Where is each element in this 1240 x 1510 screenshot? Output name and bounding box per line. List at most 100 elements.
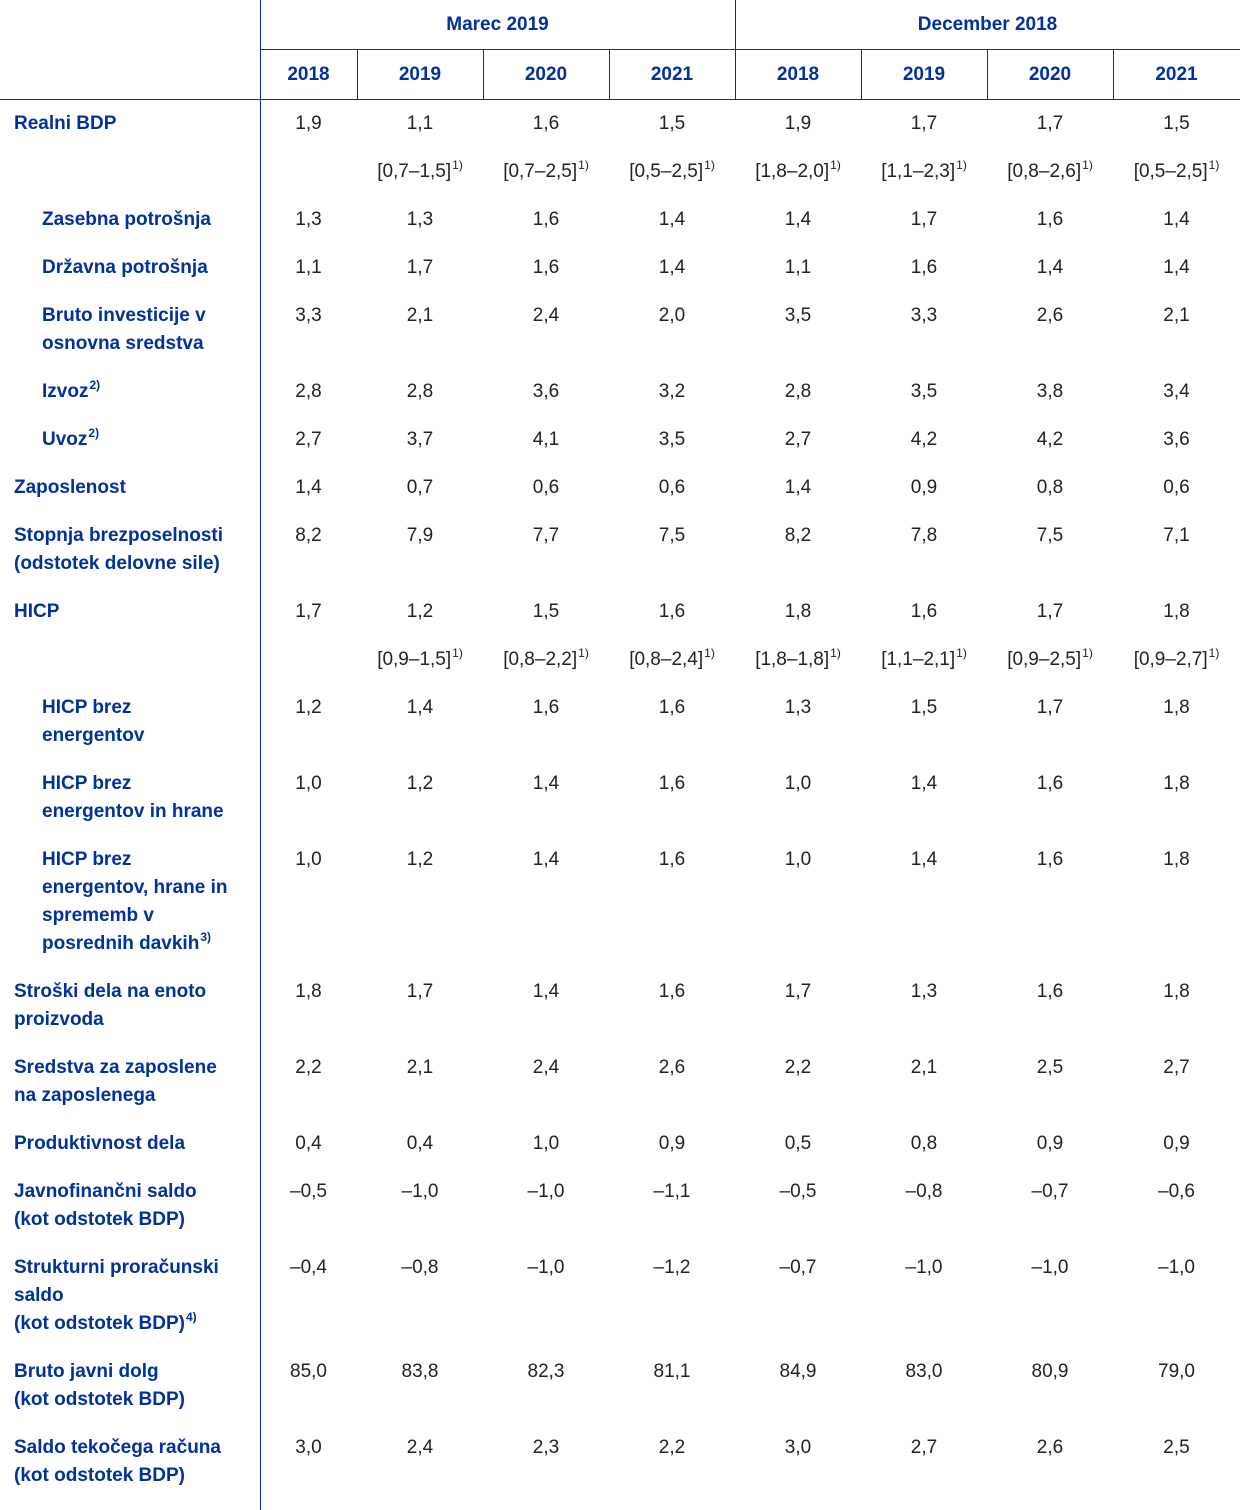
range-text: [0,5–2,5]	[1133, 161, 1208, 182]
cell-value: 2,8	[784, 381, 812, 402]
cell-value: 1,4	[784, 477, 812, 498]
year-header: 2018	[287, 64, 330, 85]
cell-value: 1,2	[406, 849, 434, 870]
cell-value: 7,1	[1163, 525, 1190, 546]
cell-value: 1,8	[1163, 981, 1190, 1002]
year-header: 2019	[902, 64, 946, 85]
range-text: [0,7–1,5]	[377, 161, 452, 182]
cell-value: 2,4	[532, 1057, 560, 1078]
cell-value: 0,6	[658, 477, 686, 498]
cell-value: 1,5	[532, 601, 560, 622]
cell-value: 1,7	[1036, 697, 1064, 718]
cell-value: 1,4	[295, 477, 322, 498]
cell-value: 3,3	[295, 305, 322, 326]
cell-value: 1,4	[910, 849, 938, 870]
cell-value: 1,8	[295, 981, 322, 1002]
row-label: proizvoda	[14, 1009, 104, 1030]
row-label: Realni BDP	[14, 113, 117, 134]
cell-value: 1,7	[406, 981, 434, 1002]
cell-value: 3,6	[1163, 429, 1190, 450]
cell-value: 1,2	[406, 773, 434, 794]
cell-value: 1,8	[1163, 773, 1190, 794]
cell-value: 1,3	[784, 697, 812, 718]
cell-value: –0,6	[1158, 1181, 1195, 1202]
cell-value: 1,4	[1036, 257, 1064, 278]
cell-value: –0,4	[290, 1257, 327, 1278]
cell-value: 2,1	[406, 1057, 434, 1078]
footnote-ref: 1)	[1082, 646, 1093, 660]
range-text: [1,8–2,0]	[755, 161, 830, 182]
cell-value: 3,3	[910, 305, 938, 326]
range-text: [0,9–1,5]	[377, 649, 452, 670]
rule	[260, 49, 1240, 50]
cell-value: 2,1	[910, 1057, 938, 1078]
footnote-ref: 1)	[956, 158, 967, 172]
cell-value: 1,2	[406, 601, 434, 622]
range-text: [0,9–2,7]	[1133, 649, 1208, 670]
cell-value: 2,5	[1163, 1437, 1190, 1458]
cell-value: 1,6	[910, 601, 938, 622]
rule	[0, 99, 1240, 100]
range-text: [1,8–1,8]	[755, 649, 830, 670]
cell-value: 0,6	[1163, 477, 1190, 498]
cell-value: 3,7	[406, 429, 434, 450]
row-label: energentov, hrane in	[42, 877, 228, 898]
range-value: [0,8–2,6]1)	[987, 158, 1113, 187]
cell-value: 0,8	[1036, 477, 1064, 498]
cell-value: 3,5	[910, 381, 938, 402]
range-value: [0,5–2,5]1)	[1113, 158, 1240, 187]
cell-value: 1,4	[1163, 257, 1190, 278]
cell-value: 1,8	[1163, 849, 1190, 870]
row-label: saldo	[14, 1285, 64, 1306]
cell-value: –0,8	[401, 1257, 439, 1278]
cell-value: 4,1	[532, 429, 560, 450]
cell-value: –0,7	[1031, 1181, 1069, 1202]
cell-value: 2,8	[406, 381, 434, 402]
cell-value: –1,0	[401, 1181, 439, 1202]
footnote-ref: 1)	[956, 646, 967, 660]
cell-value: 2,1	[1163, 305, 1190, 326]
cell-value: –0,7	[779, 1257, 817, 1278]
row-label: Uvoz2)	[42, 426, 100, 450]
cell-value: 2,1	[406, 305, 434, 326]
row-label: Zasebna potrošnja	[42, 209, 211, 230]
cell-value: 1,7	[406, 257, 434, 278]
row-label: HICP brez	[42, 849, 132, 870]
cell-value: 8,2	[295, 525, 322, 546]
row-label: Saldo tekočega računa	[14, 1437, 221, 1458]
range-value: [0,5–2,5]1)	[609, 158, 735, 187]
cell-value: 2,2	[658, 1437, 686, 1458]
year-header: 2019	[398, 64, 442, 85]
cell-value: 0,4	[406, 1133, 434, 1154]
range-text: [0,8–2,6]	[1007, 161, 1082, 182]
year-header: 2021	[1155, 64, 1198, 85]
footnote-ref: 1)	[830, 158, 841, 172]
cell-value: 1,3	[910, 981, 938, 1002]
cell-value: 1,6	[532, 697, 560, 718]
cell-value: –1,0	[527, 1181, 565, 1202]
cell-value: 2,7	[295, 429, 322, 450]
cell-value: –1,0	[527, 1257, 565, 1278]
cell-value: 1,6	[658, 981, 686, 1002]
range-value: [1,1–2,1]1)	[861, 646, 987, 675]
cell-value: 1,6	[1036, 849, 1064, 870]
cell-value: 0,4	[295, 1133, 322, 1154]
rule	[987, 50, 988, 100]
cell-value: 7,9	[406, 525, 434, 546]
cell-value: 1,2	[295, 697, 322, 718]
cell-value: 1,9	[784, 113, 812, 134]
footnote-ref: 1)	[1082, 158, 1093, 172]
cell-value: –1,0	[905, 1257, 943, 1278]
row-label: Sredstva za zaposlene	[14, 1057, 217, 1078]
row-label: Državna potrošnja	[42, 257, 208, 278]
group-header: December 2018	[917, 14, 1058, 35]
cell-value: –1,0	[1031, 1257, 1069, 1278]
footnote-ref: 1)	[704, 646, 715, 660]
cell-value: 1,4	[532, 849, 560, 870]
cell-value: 79,0	[1158, 1361, 1195, 1382]
cell-value: –1,2	[653, 1257, 691, 1278]
rule	[1113, 50, 1114, 100]
cell-value: 1,0	[295, 849, 322, 870]
cell-value: 1,1	[295, 257, 322, 278]
footnote-ref: 2)	[89, 378, 101, 392]
